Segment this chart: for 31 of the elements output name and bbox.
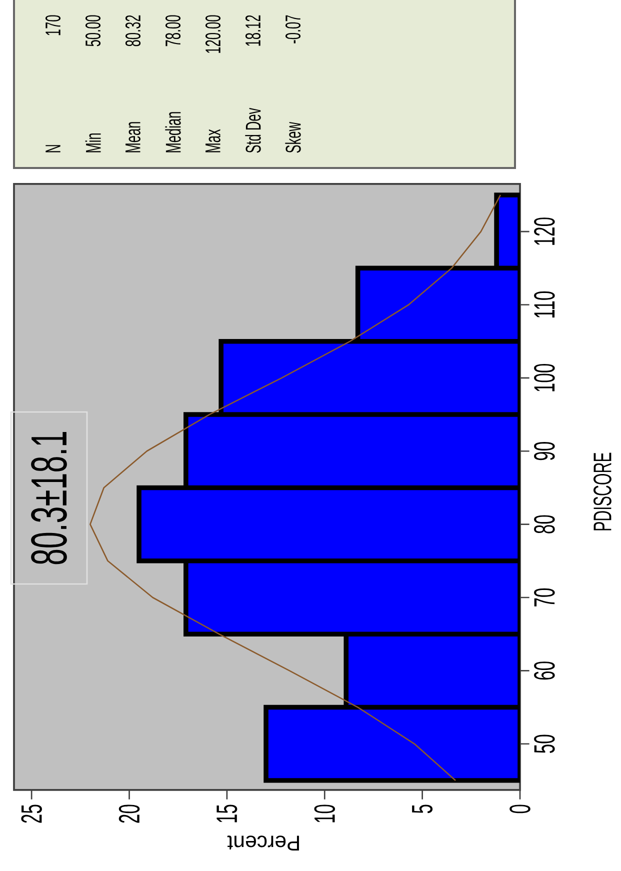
y-tick-label: 60 <box>534 662 555 680</box>
text: 50.00 <box>85 15 101 46</box>
text: -0.07 <box>285 15 301 44</box>
text: Median <box>165 112 181 152</box>
y-tick-label: 120 <box>534 218 555 245</box>
text: 18.12 <box>245 15 261 46</box>
text: Min <box>85 133 101 152</box>
text: 78.00 <box>165 15 181 46</box>
y-tick-label: 110 <box>534 291 555 318</box>
x-tick-label: 5 <box>412 804 433 814</box>
x-tick-label: 10 <box>314 804 336 822</box>
y-tick-label: 70 <box>534 588 555 606</box>
text: 170 <box>45 15 61 36</box>
x-tick-label: 15 <box>216 804 238 822</box>
text: Mean <box>126 122 140 152</box>
y-tick-label: 100 <box>534 364 555 392</box>
y-tick-label: 50 <box>534 734 555 753</box>
x-tick-label: 0 <box>510 804 530 814</box>
y-axis-title: PDISCORE <box>593 452 612 530</box>
text: N <box>46 145 60 152</box>
y-tick-label: 80 <box>534 515 555 534</box>
text: Skew <box>285 122 301 153</box>
x-tick-label: 25 <box>21 804 42 823</box>
x-tick-label: 20 <box>118 804 140 823</box>
text: Std Dev <box>245 108 261 153</box>
x-axis-title: Percent <box>227 836 299 850</box>
text: 120.00 <box>205 15 221 53</box>
text: Max <box>206 129 220 152</box>
annotation: 80.3±18.1 <box>31 432 67 564</box>
y-tick-label: 90 <box>534 442 555 460</box>
text: 80.32 <box>125 15 141 46</box>
